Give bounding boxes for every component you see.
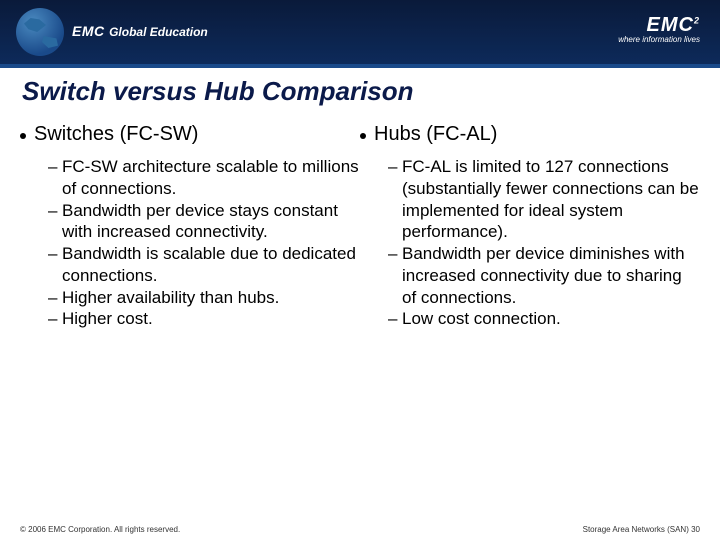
header-right: EMC2 where information lives [618, 14, 700, 44]
slide: EMC Global Education EMC2 where informat… [0, 0, 720, 540]
emc-logo-text: EMC [647, 14, 694, 36]
emc-logo-sup: 2 [694, 15, 700, 25]
list-item: Bandwidth per device diminishes with inc… [388, 243, 700, 308]
footer-copyright: © 2006 EMC Corporation. All rights reser… [20, 525, 180, 534]
right-column: Hubs (FC-AL) FC-AL is limited to 127 con… [360, 123, 700, 540]
emc-tagline: where information lives [618, 35, 700, 44]
emc-logo: EMC2 [647, 14, 700, 36]
list-item: Bandwidth is scalable due to dedicated c… [48, 243, 360, 287]
left-column: Switches (FC-SW) FC-SW architecture scal… [20, 123, 360, 540]
list-item: Higher cost. [48, 308, 360, 330]
brand-emc: EMC [72, 23, 105, 39]
footer-page: Storage Area Networks (SAN) 30 [583, 525, 700, 534]
left-heading: Switches (FC-SW) [34, 123, 198, 146]
right-heading-row: Hubs (FC-AL) [360, 123, 700, 146]
list-item: Bandwidth per device stays constant with… [48, 200, 360, 244]
list-item: Higher availability than hubs. [48, 287, 360, 309]
content-area: Switches (FC-SW) FC-SW architecture scal… [0, 117, 720, 540]
left-heading-row: Switches (FC-SW) [20, 123, 360, 146]
bullet-icon [20, 133, 26, 139]
list-item: FC-SW architecture scalable to millions … [48, 156, 360, 200]
left-list: FC-SW architecture scalable to millions … [20, 156, 360, 330]
globe-icon [16, 8, 64, 56]
slide-title: Switch versus Hub Comparison [0, 68, 720, 117]
slide-footer: © 2006 EMC Corporation. All rights reser… [0, 525, 720, 534]
brand-text: Global Education [109, 25, 208, 39]
slide-header: EMC Global Education EMC2 where informat… [0, 0, 720, 68]
brand-block: EMC Global Education [72, 23, 208, 41]
list-item: FC-AL is limited to 127 connections (sub… [388, 156, 700, 243]
right-heading: Hubs (FC-AL) [374, 123, 497, 146]
list-item: Low cost connection. [388, 308, 700, 330]
bullet-icon [360, 133, 366, 139]
header-left: EMC Global Education [0, 8, 208, 56]
right-list: FC-AL is limited to 127 connections (sub… [360, 156, 700, 330]
